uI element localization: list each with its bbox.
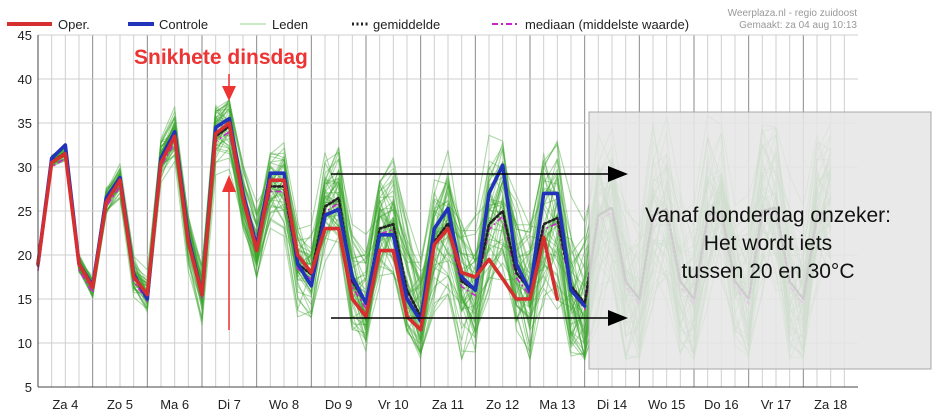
x-tick-label: Ma 6 [160,397,189,412]
credit-timestamp: Gemaakt: za 04 aug 10:13 [739,20,857,31]
x-tick-label: Za 4 [52,397,78,412]
legend: Oper. Controle Leden gemiddelde mediaan … [7,17,689,32]
x-tick-label: Di 7 [218,397,241,412]
x-tick-label: Wo 8 [269,397,299,412]
y-tick-label: 10 [18,336,32,351]
x-tick-label: Ma 13 [539,397,575,412]
annotations: Snikhete dinsdag [134,46,628,330]
series-oper-line [36,121,560,332]
annotation-snikhete-dinsdag: Snikhete dinsdag [134,46,308,69]
x-tick-label: Wo 15 [648,397,685,412]
x-tick-label: Do 9 [325,397,352,412]
box-text-line-3: tussen 20 en 30°C [681,260,854,283]
credit-source: Weerplaza.nl - regio zuidoost [728,8,858,19]
x-tick-label: Za 11 [432,397,464,412]
uncertainty-box: Vanaf donderdag onzeker: Het wordt iets … [588,111,932,370]
x-tick-label: Za 18 [814,397,847,412]
legend-gemiddelde-label: gemiddelde [373,17,440,32]
legend-mediaan-label: mediaan (middelste waarde) [525,17,689,32]
range-arrow-upper-head [608,166,628,182]
x-tick-label: Vr 10 [378,397,409,412]
legend-oper-label: Oper. [58,17,90,32]
y-tick-label: 30 [18,160,32,175]
legend-controle-label: Controle [159,17,208,32]
x-tick-label: Zo 12 [486,397,519,412]
y-tick-label: 25 [18,204,32,219]
y-tick-label: 20 [18,248,32,263]
uncertainty-overlay [588,111,932,370]
axes: 5 10 15 20 25 30 35 40 45 Za 4 Zo 5 Ma 6 Di 7 Wo 8 Do … [18,28,858,412]
annotation-arrow-up-head [222,175,236,192]
y-tick-label: 40 [18,72,32,87]
legend-leden-label: Leden [272,17,308,32]
box-text-line-2: Het wordt iets [704,232,832,255]
box-text-line-1: Vanaf donderdag onzeker: [645,204,891,227]
y-tick-label: 35 [18,116,32,131]
range-arrow-lower-head [608,310,628,326]
x-tick-label: Do 16 [704,397,739,412]
x-tick-label: Di 14 [597,397,627,412]
y-tick-label: 45 [18,28,32,43]
y-tick-label: 15 [18,292,32,307]
annotation-arrow-down-head [222,86,236,101]
x-tick-label: Zo 5 [107,397,133,412]
x-tick-label: Vr 17 [761,397,792,412]
y-tick-label: 5 [25,380,32,395]
